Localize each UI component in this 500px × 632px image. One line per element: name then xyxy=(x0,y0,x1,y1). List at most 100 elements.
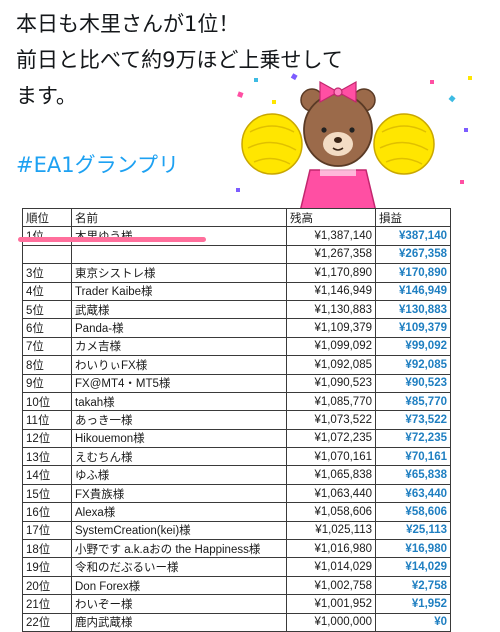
tweet-body: 本日も木里さんが1位！ 前日と比べて約9万ほど上乗せして ます。 xyxy=(16,6,486,114)
table-row: 13位 えむちん様 ¥1,070,161 ¥70,161 xyxy=(22,447,451,467)
cell-rank: 21位 xyxy=(22,594,72,614)
cell-name: あっき一様 xyxy=(71,410,287,430)
table-row: 16位 Alexa様 ¥1,058,606 ¥58,606 xyxy=(22,502,451,522)
table-row: 21位 わいぞー様 ¥1,001,952 ¥1,952 xyxy=(22,594,451,614)
table-row: 11位 あっき一様 ¥1,073,522 ¥73,522 xyxy=(22,410,451,430)
cell-profit: ¥16,980 xyxy=(375,539,451,559)
cell-rank: 15位 xyxy=(22,483,72,504)
cell-rank xyxy=(22,244,72,265)
bear-head-icon xyxy=(300,88,376,167)
table-row: 5位 武蔵様 ¥1,130,883 ¥130,883 xyxy=(22,299,451,320)
cell-name: わいりぃFX様 xyxy=(71,355,287,375)
cell-profit: ¥63,440 xyxy=(375,483,451,504)
cell-profit: ¥0 xyxy=(375,612,451,632)
cell-rank: 18位 xyxy=(22,539,72,559)
cell-balance: ¥1,130,883 xyxy=(286,299,376,320)
table-row: 1位木里ゆう様¥1,387,140¥387,140 xyxy=(22,226,451,246)
header-name: 名前 xyxy=(71,207,287,228)
cell-name: Trader Kaibe様 xyxy=(71,281,287,301)
cell-balance: ¥1,001,952 xyxy=(286,594,376,614)
confetti-icon xyxy=(236,73,472,192)
cell-name: 令和のだぶるいー様 xyxy=(71,557,287,577)
cell-profit: ¥2,758 xyxy=(375,575,451,596)
cell-name: Don Forex様 xyxy=(71,575,287,596)
cell-profit: ¥85,770 xyxy=(375,391,451,412)
cell-profit: ¥72,235 xyxy=(375,428,451,449)
cell-profit: ¥14,029 xyxy=(375,557,451,577)
header-balance: 残高 xyxy=(286,207,376,228)
cell-profit: ¥73,522 xyxy=(375,410,451,430)
cell-name: えむちん様 xyxy=(71,447,287,467)
cell-balance: ¥1,099,092 xyxy=(286,336,376,357)
cell-rank: 22位 xyxy=(22,612,72,632)
tweet-line: 前日と比べて約9万ほど上乗せして xyxy=(16,48,343,72)
cell-profit: ¥267,358 xyxy=(375,244,451,265)
cell-balance: ¥1,002,758 xyxy=(286,575,376,596)
cell-rank: 4位 xyxy=(22,281,72,301)
cell-name: わいぞー様 xyxy=(71,594,287,614)
cell-balance: ¥1,070,161 xyxy=(286,447,376,467)
table-row: 15位 FX貴族様 ¥1,063,440 ¥63,440 xyxy=(22,483,451,504)
cell-profit: ¥65,838 xyxy=(375,465,451,485)
cell-rank: 3位 xyxy=(22,263,72,283)
cell-name: 鹿内武蔵様 xyxy=(71,612,287,632)
cell-balance: ¥1,073,522 xyxy=(286,410,376,430)
cell-rank: 14位 xyxy=(22,465,72,485)
cell-balance: ¥1,025,113 xyxy=(286,520,376,541)
cell-rank: 10位 xyxy=(22,391,72,412)
cell-balance: ¥1,146,949 xyxy=(286,281,376,301)
pompom-right-icon xyxy=(373,113,435,175)
cell-balance: ¥1,000,000 xyxy=(286,612,376,632)
cell-rank: 13位 xyxy=(22,447,72,467)
cell-name: takah様 xyxy=(71,391,287,412)
cell-profit: ¥1,952 xyxy=(375,594,451,614)
cell-name: SystemCreation(kei)様 xyxy=(71,520,287,541)
cell-rank: 6位 xyxy=(22,318,72,338)
table-row: 22位 鹿内武蔵様 ¥1,000,000 ¥0 xyxy=(22,612,451,632)
cell-balance: ¥1,170,890 xyxy=(286,263,376,283)
cell-rank: 17位 xyxy=(22,520,72,541)
cell-profit: ¥90,523 xyxy=(375,373,451,393)
cell-balance: ¥1,065,838 xyxy=(286,465,376,485)
cell-name xyxy=(71,244,287,265)
table-row: 17位 SystemCreation(kei)様 ¥1,025,113 ¥25,113 xyxy=(22,520,451,541)
bow-icon xyxy=(319,80,357,104)
cell-profit: ¥92,085 xyxy=(375,355,451,375)
cell-balance: ¥1,085,770 xyxy=(286,391,376,412)
cell-profit: ¥387,140 xyxy=(375,226,451,246)
cell-name: Alexa様 xyxy=(71,502,287,522)
cell-balance: ¥1,014,029 xyxy=(286,557,376,577)
cell-name: ゆふ様 xyxy=(71,465,287,485)
cell-profit: ¥130,883 xyxy=(375,299,451,320)
cell-rank: 7位 xyxy=(22,336,72,357)
cell-name: FX@MT4・MT5様 xyxy=(71,373,287,393)
hashtag-link[interactable]: #EA1グランプリ xyxy=(16,153,179,177)
cell-rank: 20位 xyxy=(22,575,72,596)
cell-balance: ¥1,072,235 xyxy=(286,428,376,449)
table-row: 4位 Trader Kaibe様 ¥1,146,949 ¥146,949 xyxy=(22,281,451,301)
cell-profit: ¥146,949 xyxy=(375,281,451,301)
header-profit: 損益 xyxy=(375,207,451,228)
cell-rank: 19位 xyxy=(22,557,72,577)
cell-balance: ¥1,267,358 xyxy=(286,244,376,265)
cell-name: 武蔵様 xyxy=(71,299,287,320)
cell-rank: 8位 xyxy=(22,355,72,375)
table-row: 10位 takah様 ¥1,085,770 ¥85,770 xyxy=(22,391,451,412)
cell-profit: ¥170,890 xyxy=(375,263,451,283)
table-row: 19位 令和のだぶるいー様 ¥1,014,029 ¥14,029 xyxy=(22,557,451,577)
cell-profit: ¥99,092 xyxy=(375,336,451,357)
cell-balance: ¥1,063,440 xyxy=(286,483,376,504)
table-row: 6位 Panda-様 ¥1,109,379 ¥109,379 xyxy=(22,318,451,338)
cell-rank: 16位 xyxy=(22,502,72,522)
cell-rank: 9位 xyxy=(22,373,72,393)
table-row: 7位 カメ吉様 ¥1,099,092 ¥99,092 xyxy=(22,336,451,357)
cell-rank: 5位 xyxy=(22,299,72,320)
table-row: 20位 Don Forex様 ¥1,002,758 ¥2,758 xyxy=(22,575,451,596)
cell-name: 東京シストレ様 xyxy=(71,263,287,283)
tweet-line: 本日も木里さんが1位！ xyxy=(16,12,240,36)
cell-balance: ¥1,109,379 xyxy=(286,318,376,338)
tweet-line: ます。 xyxy=(16,84,77,108)
ranking-sheet: 順位 名前 残高 損益 1位木里ゆう様¥1,387,140¥387,140¥1,… xyxy=(18,207,486,632)
header-rank: 順位 xyxy=(22,207,72,228)
cell-name: FX貴族様 xyxy=(71,483,287,504)
